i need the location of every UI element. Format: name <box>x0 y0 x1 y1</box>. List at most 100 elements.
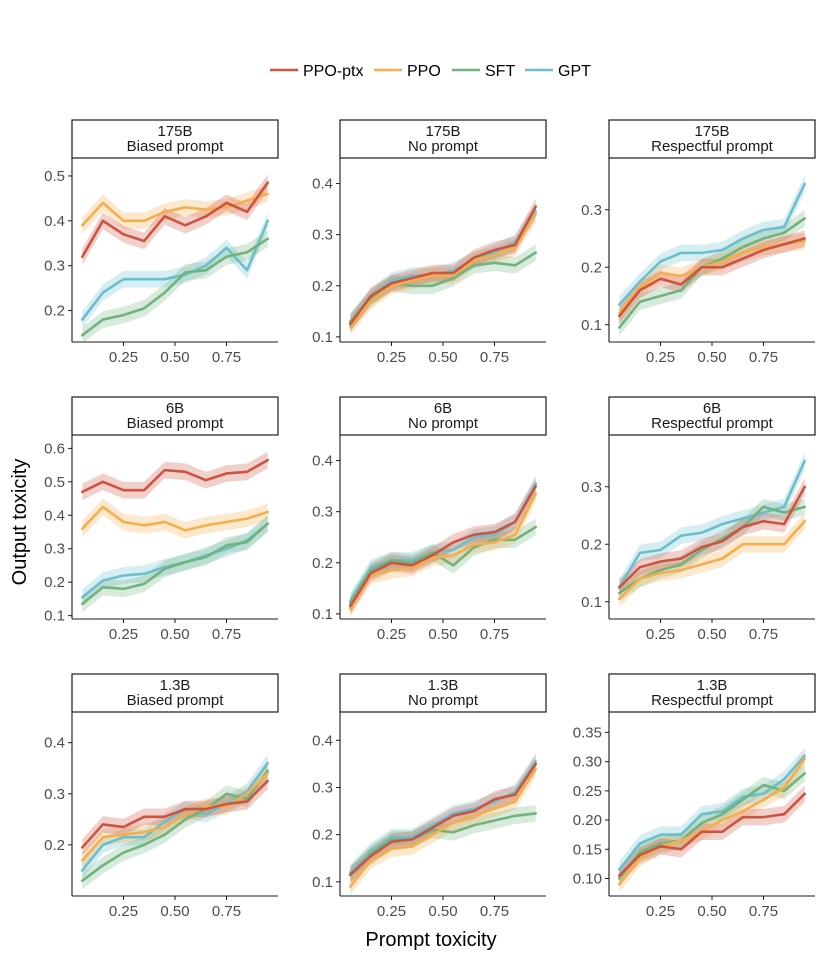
x-tick-label: 0.25 <box>377 903 406 920</box>
confidence-band-ppo <box>619 512 805 608</box>
y-tick-label: 0.20 <box>573 812 602 829</box>
y-tick-label: 0.2 <box>312 827 333 844</box>
facet-strip <box>608 673 816 713</box>
confidence-band-ppo <box>350 205 536 335</box>
series-line-ppo-ptx <box>81 458 270 494</box>
y-tick-label: 0.5 <box>44 474 65 491</box>
legend-label-sft: SFT <box>485 63 515 80</box>
series-line-ppo <box>348 767 538 888</box>
facet-strip-prompt: Respectful prompt <box>651 138 774 155</box>
y-tick-label: 0.2 <box>44 574 65 591</box>
series-line-sft <box>81 237 270 337</box>
x-tick-label: 0.50 <box>697 349 726 366</box>
confidence-band-ppo-ptx <box>619 230 805 325</box>
series-line-ppo-ptx <box>348 762 538 877</box>
x-tick-label: 0.50 <box>697 903 726 920</box>
confidence-band-ppo-ptx <box>350 477 536 615</box>
y-tick-label: 0.1 <box>312 329 333 346</box>
facet-strip-prompt: Respectful prompt <box>651 415 774 432</box>
series-line-gpt <box>617 182 807 306</box>
panel-grid: 175B Biased prompt 0.2 0.3 0.4 0.5 0.25 0.50 0.7… <box>44 119 816 920</box>
facet-strip-prompt: No prompt <box>408 138 479 155</box>
facet-strip-prompt: Biased prompt <box>127 415 225 432</box>
facet-strip <box>339 673 547 713</box>
series-line-ppo <box>81 505 270 532</box>
series-line-ppo-ptx <box>348 205 538 326</box>
facet-strip <box>608 396 816 436</box>
series-line-sft <box>617 772 807 880</box>
y-tick-label: 0.4 <box>44 735 65 752</box>
confidence-band-gpt <box>619 452 805 596</box>
facet-strip <box>71 119 279 159</box>
facet-strip <box>608 119 816 159</box>
series-line-ppo <box>81 772 270 862</box>
facet-strip-size: 175B <box>425 123 460 140</box>
y-tick-label: 0.4 <box>312 453 333 470</box>
x-tick-label: 0.50 <box>428 903 457 920</box>
confidence-band-ppo-ptx <box>619 478 805 596</box>
x-tick-label: 0.75 <box>480 903 509 920</box>
x-tick-label: 0.50 <box>428 349 457 366</box>
y-tick-label: 0.2 <box>581 259 602 276</box>
x-tick-label: 0.75 <box>749 903 778 920</box>
y-tick-label: 0.3 <box>44 258 65 275</box>
confidence-band-sft <box>350 805 536 884</box>
series-line-ppo-ptx <box>617 485 807 589</box>
y-tick-label: 0.2 <box>312 555 333 572</box>
confidence-band-ppo-ptx <box>350 198 536 333</box>
confidence-band-gpt <box>82 515 268 606</box>
facet-strip-size: 6B <box>703 400 721 417</box>
x-tick-label: 0.75 <box>212 626 241 643</box>
facet-strip-size: 1.3B <box>428 677 459 694</box>
legend-label-gpt: GPT <box>558 63 591 80</box>
y-tick-label: 0.2 <box>44 837 65 854</box>
confidence-band-ppo-ptx <box>82 451 268 501</box>
y-tick-label: 0.1 <box>44 608 65 625</box>
y-tick-label: 0.3 <box>581 202 602 219</box>
series-line-sft <box>348 812 538 877</box>
series-line-sft <box>617 217 807 329</box>
series-line-ppo-ptx <box>81 181 270 259</box>
facet-strip-size: 1.3B <box>160 677 191 694</box>
confidence-band-ppo-ptx <box>619 785 805 884</box>
facet-strip-prompt: Respectful prompt <box>651 692 774 709</box>
legend: PPO-ptx PPO SFT GPT <box>270 63 591 80</box>
series-line-ppo <box>348 492 538 611</box>
x-tick-label: 0.50 <box>160 903 189 920</box>
confidence-band-ppo <box>619 233 805 322</box>
series-line-ppo-ptx <box>617 237 807 318</box>
x-tick-label: 0.25 <box>109 903 138 920</box>
x-tick-label: 0.25 <box>377 349 406 366</box>
confidence-band-sft <box>619 498 805 602</box>
facet-strip <box>71 396 279 436</box>
y-tick-label: 0.1 <box>581 317 602 334</box>
y-tick-label: 0.15 <box>573 841 602 858</box>
y-tick-label: 0.3 <box>312 504 333 521</box>
x-tick-label: 0.75 <box>480 626 509 643</box>
x-axis-title: Prompt toxicity <box>365 929 496 951</box>
y-tick-label: 0.2 <box>44 303 65 320</box>
y-tick-label: 0.30 <box>573 754 602 771</box>
x-tick-label: 0.25 <box>646 903 675 920</box>
y-tick-label: 0.2 <box>581 536 602 553</box>
y-tick-label: 0.4 <box>44 507 65 524</box>
y-tick-label: 0.6 <box>44 440 65 457</box>
x-tick-label: 0.25 <box>109 349 138 366</box>
x-tick-label: 0.75 <box>480 349 509 366</box>
confidence-band-sft <box>350 244 536 330</box>
confidence-band-ppo <box>82 498 268 539</box>
series-line-ppo-ptx <box>348 484 538 608</box>
x-tick-label: 0.25 <box>646 626 675 643</box>
x-tick-label: 0.25 <box>109 626 138 643</box>
x-tick-label: 0.75 <box>212 903 241 920</box>
facet-strip <box>71 673 279 713</box>
confidence-band-gpt <box>350 203 536 330</box>
series-line-ppo-ptx <box>617 792 807 877</box>
